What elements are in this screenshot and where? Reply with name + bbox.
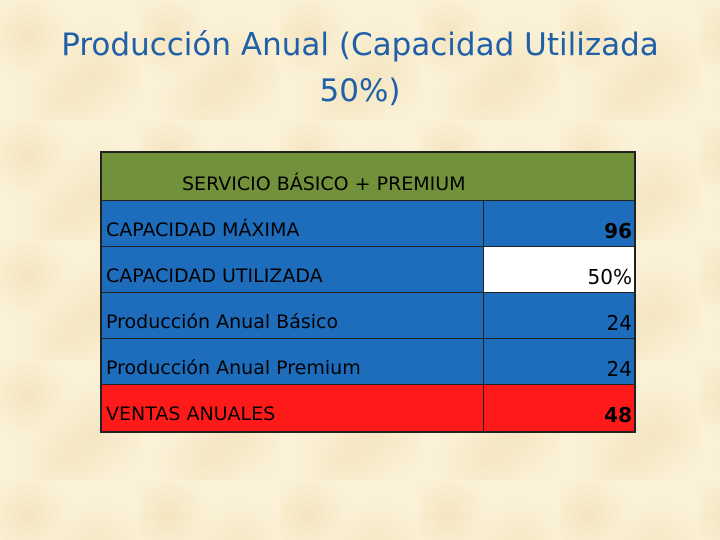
row-label: VENTAS ANUALES [106,403,276,425]
row-value-cell: 24 [483,339,634,384]
row-value-cell: 48 [483,385,634,431]
table-row-produccion-basico: Producción Anual Básico 24 [102,293,634,339]
row-value: 50% [587,265,632,289]
row-value-cell: 24 [483,293,634,338]
production-table: SERVICIO BÁSICO + PREMIUM CAPACIDAD MÁXI… [100,151,636,433]
row-value: 48 [604,403,632,427]
row-label: Producción Anual Premium [106,357,361,379]
row-label: CAPACIDAD MÁXIMA [106,219,300,241]
table-row-ventas-anuales: VENTAS ANUALES 48 [102,385,634,431]
row-label: Producción Anual Básico [106,311,339,333]
table-row-produccion-premium: Producción Anual Premium 24 [102,339,634,385]
row-label: CAPACIDAD UTILIZADA [106,265,323,287]
table-row-capacidad-utilizada: CAPACIDAD UTILIZADA 50% [102,247,634,293]
row-value: 24 [606,311,632,335]
slide-title: Producción Anual (Capacidad Utilizada 50… [61,27,659,109]
row-value: 24 [606,357,632,381]
table-header-label: SERVICIO BÁSICO + PREMIUM [182,173,466,195]
table-header: SERVICIO BÁSICO + PREMIUM [102,153,634,201]
row-value-cell: 50% [483,247,634,292]
table-row-capacidad-maxima: CAPACIDAD MÁXIMA 96 [102,201,634,247]
row-value-cell: 96 [483,201,634,246]
row-value: 96 [604,219,632,243]
